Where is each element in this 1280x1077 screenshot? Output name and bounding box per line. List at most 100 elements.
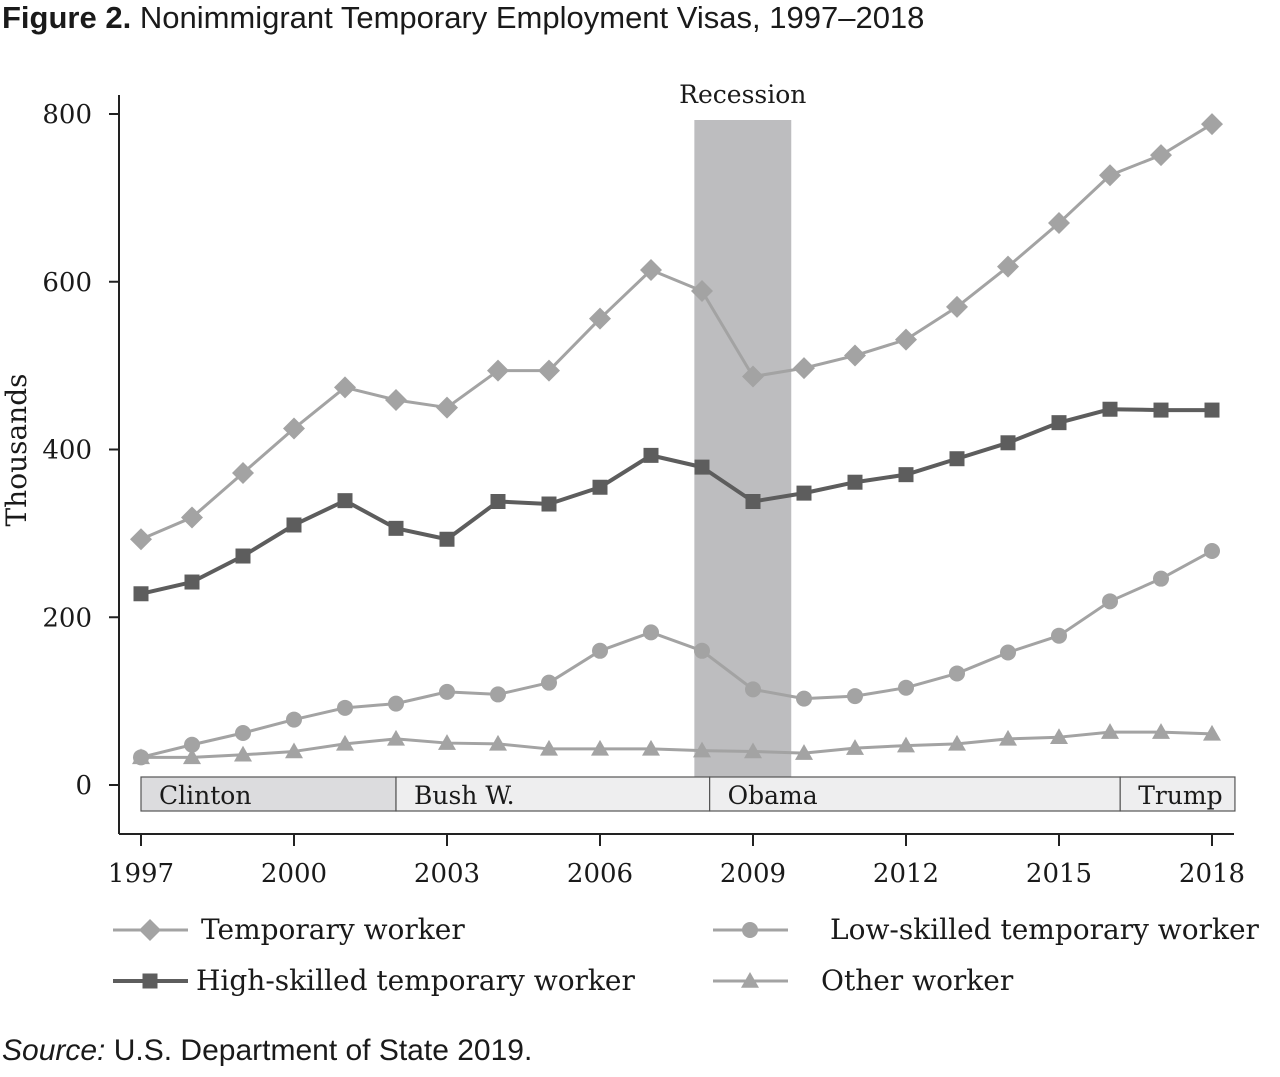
series-line — [140, 122, 1213, 541]
circle-marker — [592, 642, 608, 659]
legend-item: Other worker — [713, 964, 1014, 997]
square-marker — [745, 494, 761, 510]
x-tick-label: 2009 — [720, 859, 786, 889]
triangle-marker — [846, 739, 864, 755]
square-marker — [694, 459, 710, 475]
circle-marker — [490, 686, 506, 703]
legend-item: Temporary worker — [113, 913, 465, 946]
circle-marker — [949, 665, 965, 682]
recession-label: Recession — [679, 80, 806, 109]
diamond-marker — [385, 389, 407, 412]
diamond-marker — [487, 359, 509, 382]
x-tick-label: 2006 — [567, 859, 633, 889]
circle-marker — [286, 711, 302, 728]
triangle-marker — [438, 734, 456, 750]
triangle-marker — [285, 742, 303, 759]
figure-title-text: Nonimmigrant Temporary Employment Visas,… — [139, 0, 925, 35]
circle-marker — [235, 724, 251, 741]
diamond-marker — [640, 259, 662, 282]
circle-marker — [1204, 542, 1220, 559]
square-marker — [1204, 402, 1220, 418]
triangle-marker — [897, 736, 915, 753]
triangle-marker — [744, 742, 762, 759]
circle-marker — [1000, 644, 1016, 661]
administration-label: Clinton — [159, 781, 251, 810]
diamond-marker — [1099, 164, 1121, 187]
y-tick-label: 800 — [42, 100, 92, 130]
circle-marker — [745, 681, 761, 698]
square-marker — [337, 493, 353, 509]
x-tick-label: 2012 — [873, 859, 939, 889]
triangle-marker — [1152, 723, 1170, 739]
source-note: Source: U.S. Department of State 2019. — [2, 1034, 532, 1068]
administration-label: Bush W. — [414, 781, 515, 810]
x-tick-label: 2018 — [1179, 859, 1245, 889]
diamond-marker — [181, 506, 203, 529]
diamond-marker — [283, 417, 305, 440]
diamond-marker — [1150, 144, 1172, 167]
diamond-marker — [232, 461, 254, 484]
circle-marker — [847, 688, 863, 705]
series-low-skilled-temporary-worker — [133, 542, 1220, 766]
diamond-marker — [334, 376, 356, 399]
diamond-marker — [691, 279, 713, 302]
series-high-skilled-temporary-worker — [133, 401, 1220, 602]
diamond-marker — [130, 528, 152, 551]
x-tick-label: 1997 — [108, 859, 174, 889]
figure-label: Figure 2. — [2, 0, 132, 35]
square-marker — [235, 548, 251, 564]
circle-marker — [898, 679, 914, 696]
square-marker — [1000, 435, 1016, 451]
triangle-marker — [183, 748, 201, 765]
series-line — [141, 730, 1213, 759]
source-label: Source: — [2, 1034, 106, 1067]
circle-marker — [694, 642, 710, 659]
square-marker — [184, 574, 200, 590]
triangle-marker — [741, 972, 759, 988]
diamond-marker — [946, 295, 968, 318]
series-temporary-worker — [130, 113, 1223, 551]
circle-marker — [643, 624, 659, 641]
triangle-marker — [999, 729, 1017, 746]
recession-band — [694, 120, 792, 777]
series-line — [140, 407, 1212, 596]
legend-item: High-skilled temporary worker — [113, 964, 635, 997]
circle-marker — [439, 683, 455, 700]
diamond-marker — [895, 328, 917, 351]
triangle-marker — [234, 745, 252, 762]
triangle-marker — [336, 734, 354, 751]
triangle-marker — [1050, 728, 1068, 744]
y-tick-label: 200 — [42, 603, 92, 633]
circle-marker — [1102, 593, 1118, 610]
triangle-marker — [642, 739, 660, 756]
legend-item: Low-skilled temporary worker — [713, 913, 1260, 946]
triangle-marker — [489, 734, 507, 751]
diamond-marker — [1201, 113, 1223, 136]
diamond-marker — [742, 365, 764, 388]
square-marker — [796, 485, 812, 501]
square-marker — [1102, 401, 1118, 417]
triangle-marker — [540, 739, 558, 756]
administration-block — [1119, 776, 1236, 812]
triangle-marker — [1203, 724, 1221, 741]
circle-marker — [133, 749, 149, 766]
diamond-marker — [436, 396, 458, 419]
diamond-marker — [589, 307, 611, 330]
square-marker — [643, 447, 659, 463]
legend-label: High-skilled temporary worker — [196, 964, 635, 997]
y-axis-label: Thousands — [0, 374, 33, 527]
source-text: U.S. Department of State 2019. — [113, 1034, 533, 1067]
square-marker — [388, 520, 404, 536]
square-marker — [592, 479, 608, 495]
triangle-marker — [1101, 723, 1119, 739]
x-tick-label: 2015 — [1026, 859, 1092, 889]
circle-marker — [184, 736, 200, 753]
square-marker — [286, 517, 302, 533]
square-marker — [490, 494, 506, 510]
y-tick-label: 400 — [42, 436, 92, 466]
legend-label: Temporary worker — [201, 913, 465, 946]
legend-label: Low-skilled temporary worker — [830, 913, 1260, 946]
square-marker — [133, 586, 149, 602]
administration-label: Trump — [1138, 781, 1222, 810]
square-marker — [1051, 415, 1067, 431]
